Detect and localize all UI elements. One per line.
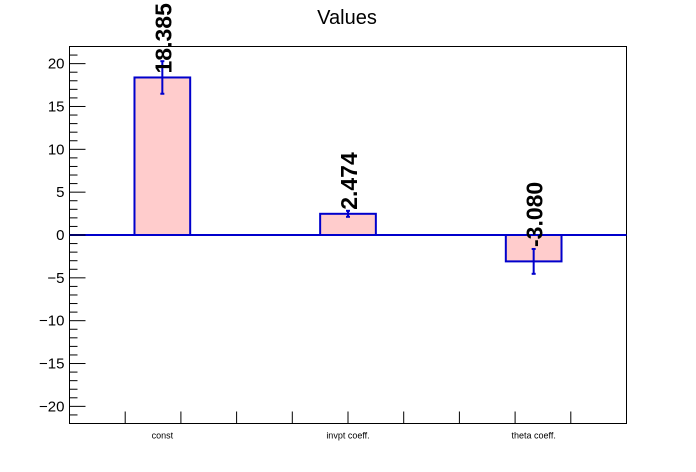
x-category-label: const xyxy=(152,431,174,441)
bar-value-label: 18.385 xyxy=(150,3,176,74)
y-tick-label: 15 xyxy=(48,98,65,115)
bar-value-label: 2.474 xyxy=(336,152,362,210)
value-labels: 18.385 2.474 -3.080 xyxy=(150,3,547,247)
y-axis: −20 −15 −10 −5 0 5 10 15 20 xyxy=(39,46,86,424)
y-tick-label: 5 xyxy=(56,184,64,201)
y-tick-label: 10 xyxy=(48,141,65,158)
y-tick-label: 0 xyxy=(56,227,64,244)
x-axis: const invpt coeff. theta coeff. xyxy=(69,411,627,441)
y-tick-label: 20 xyxy=(48,56,65,73)
bar-value-label: -3.080 xyxy=(522,182,548,247)
bar xyxy=(133,76,192,236)
y-tick-label: −10 xyxy=(39,313,64,330)
y-tick-label: −20 xyxy=(39,398,64,415)
bars-layer xyxy=(69,60,627,275)
chart-title: Values xyxy=(317,7,377,29)
y-tick-label: −5 xyxy=(47,270,64,287)
x-category-label: invpt coeff. xyxy=(326,431,369,441)
x-category-label: theta coeff. xyxy=(511,431,555,441)
y-tick-label: −15 xyxy=(39,356,64,373)
